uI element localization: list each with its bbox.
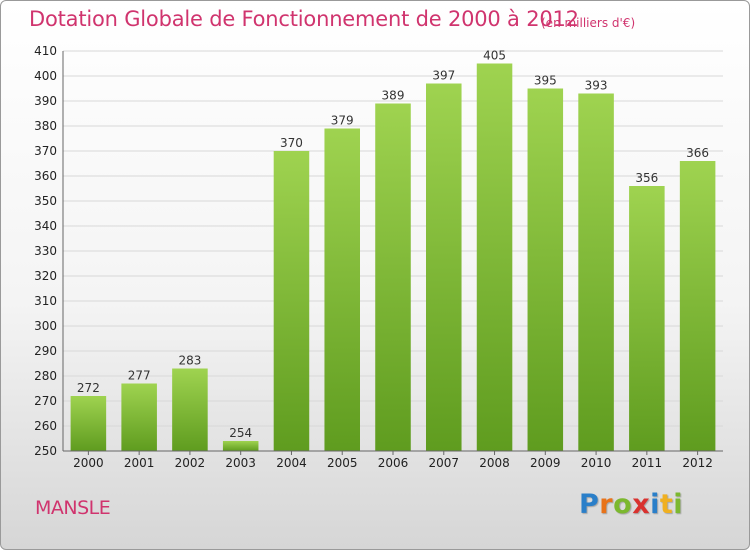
bar: [273, 151, 310, 451]
bar: [375, 103, 411, 451]
logo-letter: P: [579, 489, 600, 520]
y-tick-label: 400: [34, 69, 57, 83]
bar-value-label: 379: [331, 114, 354, 128]
y-tick-label: 360: [34, 169, 57, 183]
x-tick-label: 2008: [479, 456, 510, 470]
bar: [527, 88, 564, 451]
bar-value-label: 397: [432, 69, 455, 83]
y-tick-label: 340: [34, 219, 57, 233]
bar-value-label: 370: [280, 136, 303, 150]
bar-value-label: 395: [534, 74, 557, 88]
bar: [324, 128, 360, 451]
chart-unit: (en milliers d'€): [541, 16, 636, 30]
commune-name: MANSLE: [35, 497, 111, 519]
y-tick-label: 280: [34, 369, 57, 383]
x-tick-label: 2005: [327, 456, 358, 470]
y-tick-label: 310: [34, 294, 57, 308]
x-tick-label: 2003: [225, 456, 256, 470]
y-tick-label: 350: [34, 194, 57, 208]
bar: [172, 368, 208, 451]
bar: [476, 63, 513, 451]
logo-letter: i: [650, 489, 660, 520]
x-tick-label: 2000: [73, 456, 104, 470]
y-tick-label: 320: [34, 269, 57, 283]
logo-letter: i: [673, 489, 684, 520]
bar-value-label: 277: [128, 369, 151, 383]
y-tick-label: 370: [34, 144, 57, 158]
bar-value-label: 254: [229, 426, 252, 440]
bar-value-label: 356: [635, 171, 658, 185]
y-tick-label: 300: [34, 319, 57, 333]
logo-letter: x: [632, 489, 651, 520]
bar: [629, 186, 665, 451]
bar: [70, 396, 107, 451]
y-tick-label: 410: [34, 44, 57, 58]
logo-letter: o: [613, 489, 633, 520]
y-tick-label: 250: [34, 444, 57, 458]
bar: [578, 93, 614, 451]
proxiti-logo: Proxiti: [579, 489, 683, 520]
y-tick-label: 390: [34, 94, 57, 108]
bar: [222, 441, 259, 451]
y-tick-label: 330: [34, 244, 57, 258]
x-tick-label: 2007: [428, 456, 459, 470]
y-tick-label: 270: [34, 394, 57, 408]
x-tick-label: 2009: [530, 456, 561, 470]
chart-title: Dotation Globale de Fonctionnement de 20…: [29, 7, 579, 31]
bar: [679, 161, 716, 451]
bar-value-label: 389: [382, 89, 405, 103]
x-tick-label: 2001: [124, 456, 155, 470]
logo-letter: r: [599, 489, 614, 520]
bar-value-label: 393: [585, 79, 608, 93]
x-tick-label: 2004: [276, 456, 307, 470]
bar-value-label: 366: [686, 146, 709, 160]
x-tick-label: 2012: [682, 456, 713, 470]
y-tick-label: 380: [34, 119, 57, 133]
bar: [426, 83, 462, 451]
bar-value-label: 405: [483, 49, 506, 63]
bar: [121, 383, 157, 451]
y-tick-label: 290: [34, 344, 57, 358]
y-tick-label: 260: [34, 419, 57, 433]
logo-letter: t: [659, 489, 674, 520]
x-tick-label: 2011: [632, 456, 663, 470]
x-tick-label: 2010: [581, 456, 612, 470]
x-tick-label: 2002: [175, 456, 206, 470]
bar-value-label: 283: [178, 354, 201, 368]
x-tick-label: 2006: [378, 456, 409, 470]
bar-value-label: 272: [77, 381, 100, 395]
